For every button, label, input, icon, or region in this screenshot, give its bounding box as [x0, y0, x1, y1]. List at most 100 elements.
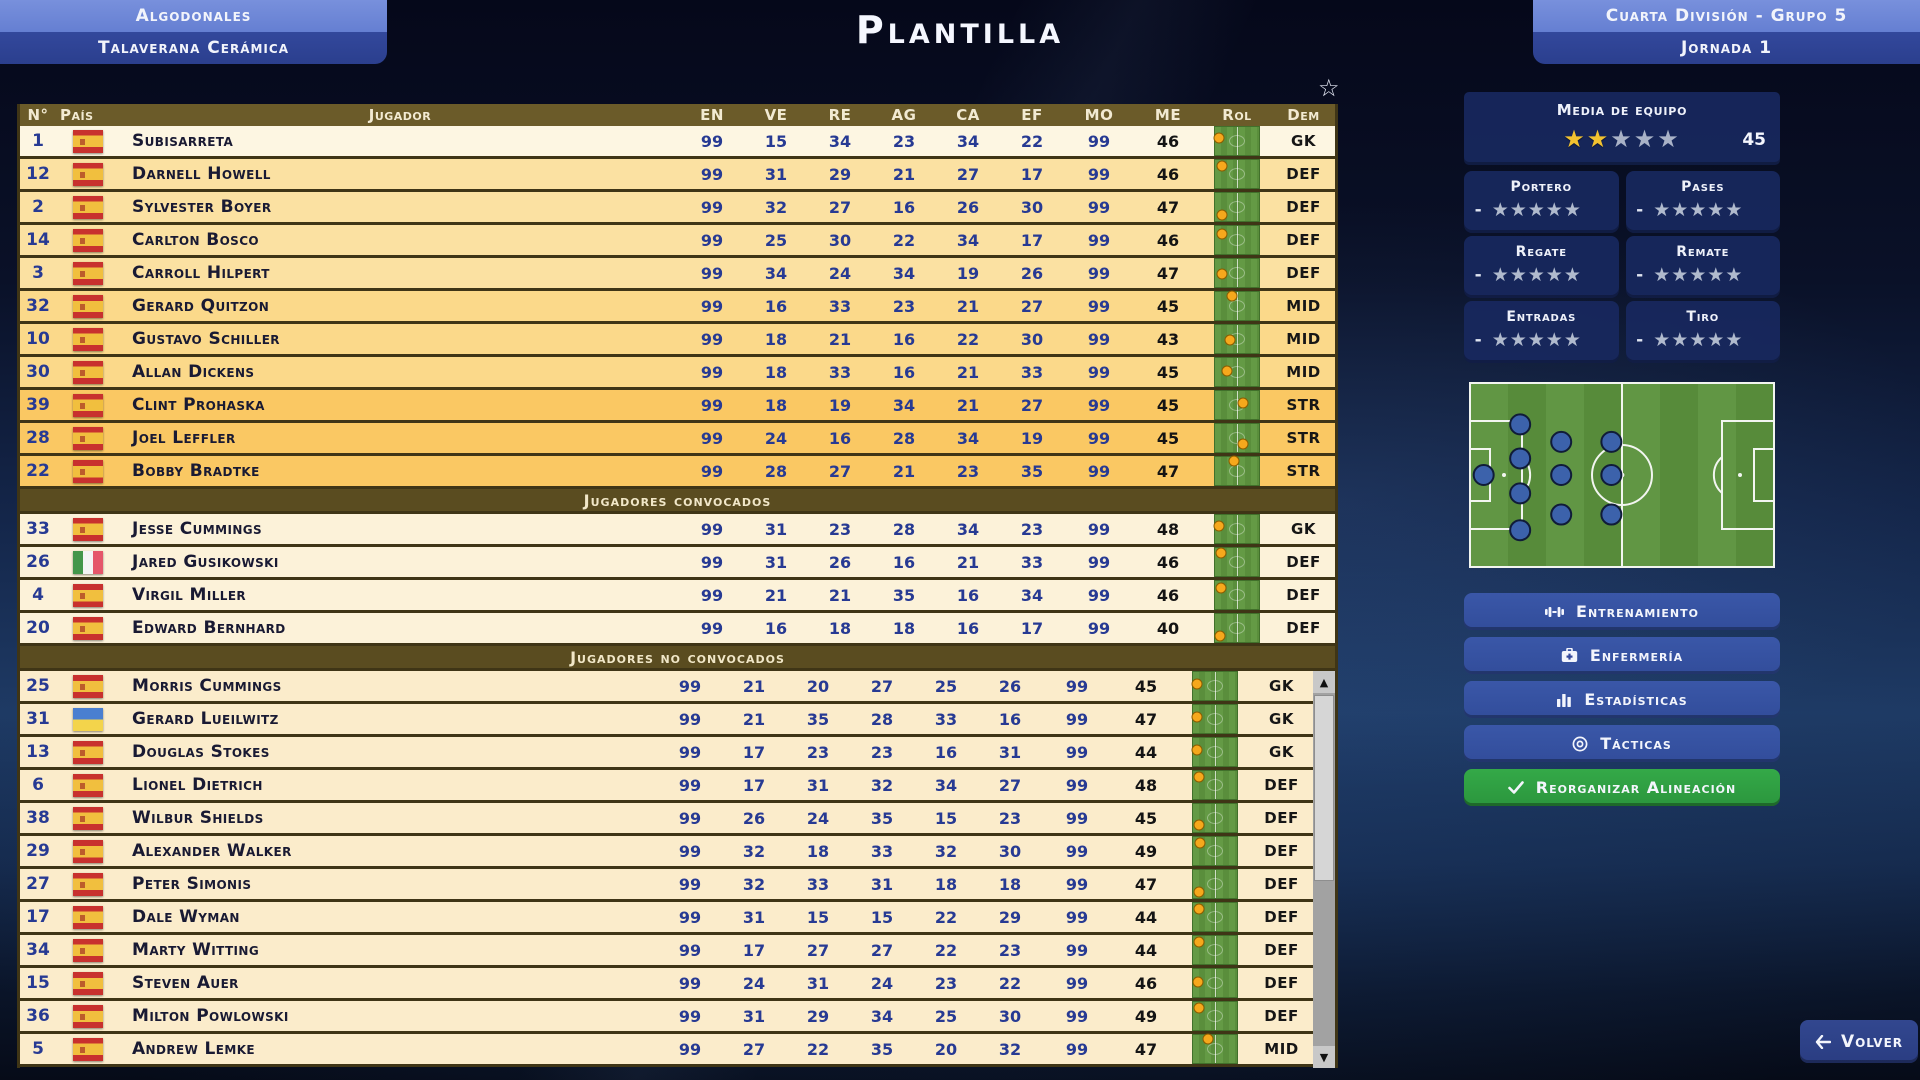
table-row-player-2[interactable]: 2 Sylvester Boyer 99 32 27 16 26 30 99 47 DEF: [20, 192, 1335, 225]
table-row-player-13[interactable]: 13 Douglas Stokes 99 17 23 23 16 31 99 44 GK: [20, 737, 1313, 770]
role-minipitch-icon: [1213, 126, 1260, 156]
position-label: GK: [1291, 132, 1316, 150]
table-row-player-1[interactable]: 1 Subisarreta 99 15 34 23 34 22 99 46 GK: [20, 126, 1335, 159]
stat-me: 47: [1156, 197, 1180, 217]
volver-button[interactable]: Volver: [1800, 1020, 1918, 1063]
stat-ef: 30: [998, 841, 1022, 861]
player-name: Gerard Lueilwitz: [132, 709, 279, 729]
table-row-player-28[interactable]: 28 Joel Leffler 99 24 16 28 34 19 99 45 STR: [20, 423, 1335, 456]
stat-ef: 18: [998, 874, 1022, 894]
stat-me: 43: [1156, 329, 1180, 349]
flag-es-icon: [73, 773, 103, 797]
scrollbar-down-icon[interactable]: ▼: [1313, 1046, 1335, 1068]
stat-box-remate: Remate - ★★★★★: [1625, 236, 1781, 298]
sidebar-button-reorganizar-alineaci-n[interactable]: Reorganizar Alineación: [1464, 769, 1780, 806]
player-number: 22: [26, 461, 50, 481]
stat-mo: 99: [1087, 164, 1111, 184]
stat-re: 21: [828, 585, 852, 605]
table-row-player-31[interactable]: 31 Gerard Lueilwitz 99 21 35 28 33 16 99 47 GK: [20, 704, 1313, 737]
table-row-player-26[interactable]: 26 Jared Gusikowski 99 31 26 16 21 33 99 46 DEF: [20, 547, 1335, 580]
table-row-player-22[interactable]: 22 Bobby Bradtke 99 28 27 21 23 35 99 47 STR: [20, 455, 1335, 489]
table-row-player-6[interactable]: 6 Lionel Dietrich 99 17 31 32 34 27 99 48 DEF: [20, 770, 1313, 803]
stat-mo: 99: [1087, 230, 1111, 250]
stat-box-line: - ★★★★★: [1626, 264, 1781, 286]
flag-es-icon: [73, 872, 103, 896]
table-row-player-15[interactable]: 15 Steven Auer 99 24 31 24 23 22 99 46 DEF: [20, 968, 1313, 1001]
scrollbar-up-icon[interactable]: ▲: [1313, 671, 1335, 693]
table-row-player-14[interactable]: 14 Carlton Bosco 99 25 30 22 34 17 99 46 DEF: [20, 225, 1335, 258]
stat-en: 99: [700, 329, 724, 349]
table-row-player-34[interactable]: 34 Marty Witting 99 17 27 27 22 23 99 44 DEF: [20, 935, 1313, 968]
table-row-player-10[interactable]: 10 Gustavo Schiller 99 18 21 16 22 30 99 43 MID: [20, 324, 1335, 357]
stat-box-stars: ★★★★★: [1491, 264, 1582, 286]
stat-box-value: -: [1636, 330, 1644, 350]
position-label: DEF: [1264, 974, 1299, 992]
table-row-player-5[interactable]: 5 Andrew Lemke 99 27 22 35 20 32 99 47 MID: [20, 1033, 1313, 1067]
stat-box-value: -: [1474, 200, 1482, 220]
sidebar-button-enfermer-a[interactable]: Enfermería: [1464, 637, 1780, 674]
stat-ca: 27: [956, 164, 980, 184]
table-row-player-38[interactable]: 38 Wilbur Shields 99 26 24 35 15 23 99 45 DEF: [20, 803, 1313, 836]
table-row-player-29[interactable]: 29 Alexander Walker 99 32 18 33 32 30 99 49 DEF: [20, 836, 1313, 869]
stat-ca: 33: [934, 709, 958, 729]
page-title: Plantilla: [855, 8, 1065, 52]
right-goal-area: [1753, 448, 1775, 502]
table-row-player-12[interactable]: 12 Darnell Howell 99 31 29 21 27 17 99 46 DEF: [20, 159, 1335, 192]
stat-me: 45: [1156, 428, 1180, 448]
table-row-player-25[interactable]: 25 Morris Cummings 99 21 20 27 25 26 99 45 GK: [20, 671, 1313, 704]
table-row-player-27[interactable]: 27 Peter Simonis 99 32 33 31 18 18 99 47 DEF: [20, 869, 1313, 902]
stat-me: 49: [1134, 841, 1158, 861]
stat-box-entradas: Entradas - ★★★★★: [1464, 301, 1619, 363]
stat-box-value: -: [1636, 200, 1644, 220]
table-row-player-30[interactable]: 30 Allan Dickens 99 18 33 16 21 33 99 45 MID: [20, 357, 1335, 390]
right-penalty-arc: [1712, 456, 1723, 494]
stat-ag: 32: [870, 775, 894, 795]
role-dot: [1215, 547, 1227, 559]
stat-ag: 35: [870, 808, 894, 828]
stat-ve: 16: [764, 618, 788, 638]
player-country-cell: [56, 971, 120, 995]
role-minipitch-icon: [1192, 1033, 1238, 1064]
role-minipitch-icon: [1192, 1001, 1238, 1031]
left-penalty-spot: [1502, 473, 1506, 477]
stat-ef: 32: [998, 1039, 1022, 1059]
sidebar-button-label: Estadísticas: [1584, 690, 1688, 709]
bar-chart-icon: [1556, 693, 1572, 707]
position-label: DEF: [1286, 231, 1321, 249]
table-row-player-36[interactable]: 36 Milton Powlowski 99 31 29 34 25 30 99 49 DEF: [20, 1001, 1313, 1034]
table-row-player-33[interactable]: 33 Jesse Cummings 99 31 23 28 34 23 99 48 GK: [20, 514, 1335, 547]
vertical-scrollbar[interactable]: ▲ ▼: [1313, 671, 1335, 1068]
scroll-body: 25 Morris Cummings 99 21 20 27 25 26 99 45 GK 31 Ger…: [20, 671, 1313, 1067]
stat-ve: 18: [764, 362, 788, 382]
sidebar-button-t-cticas[interactable]: Tácticas: [1464, 725, 1780, 762]
role-dot: [1237, 397, 1249, 409]
table-row-player-3[interactable]: 3 Carroll Hilpert 99 34 24 34 19 26 99 47 DEF: [20, 258, 1335, 291]
table-row-player-17[interactable]: 17 Dale Wyman 99 31 15 15 22 29 99 44 DEF: [20, 902, 1313, 935]
stat-ef: 22: [998, 973, 1022, 993]
stat-ag: 22: [892, 230, 916, 250]
stat-ve: 31: [742, 907, 766, 927]
table-row-player-32[interactable]: 32 Gerard Quitzon 99 16 33 23 21 27 99 45 MID: [20, 290, 1335, 324]
column-header-dem: Dem: [1287, 106, 1320, 124]
position-label: DEF: [1264, 1007, 1299, 1025]
player-name: Clint Prohaska: [132, 395, 265, 415]
favorite-star-icon[interactable]: ☆: [1318, 74, 1340, 102]
role-dot: [1221, 365, 1233, 377]
stadium-name-chip: Talaverana Cerámica: [0, 32, 387, 64]
player-name: Carroll Hilpert: [132, 263, 270, 283]
sidebar-button-label: Tácticas: [1600, 734, 1672, 753]
stat-ef: 27: [1020, 296, 1044, 316]
sidebar-button-entrenamiento[interactable]: Entrenamiento: [1464, 593, 1780, 630]
sidebar-button-estad-sticas[interactable]: Estadísticas: [1464, 681, 1780, 718]
stat-box-stars: ★★★★★: [1491, 329, 1582, 351]
stat-ef: 17: [1020, 618, 1044, 638]
scrollbar-thumb[interactable]: [1314, 695, 1334, 881]
stat-ag: 34: [870, 1006, 894, 1026]
role-cell: [1202, 258, 1272, 288]
table-row-player-20[interactable]: 20 Edward Bernhard 99 16 18 18 16 17 99 40 DEF: [20, 613, 1335, 646]
player-name: Dale Wyman: [132, 907, 240, 927]
player-name: Carlton Bosco: [132, 230, 260, 250]
stat-mo: 99: [1065, 709, 1089, 729]
table-row-player-4[interactable]: 4 Virgil Miller 99 21 21 35 16 34 99 46 DEF: [20, 580, 1335, 613]
table-row-player-39[interactable]: 39 Clint Prohaska 99 18 19 34 21 27 99 45 STR: [20, 390, 1335, 423]
